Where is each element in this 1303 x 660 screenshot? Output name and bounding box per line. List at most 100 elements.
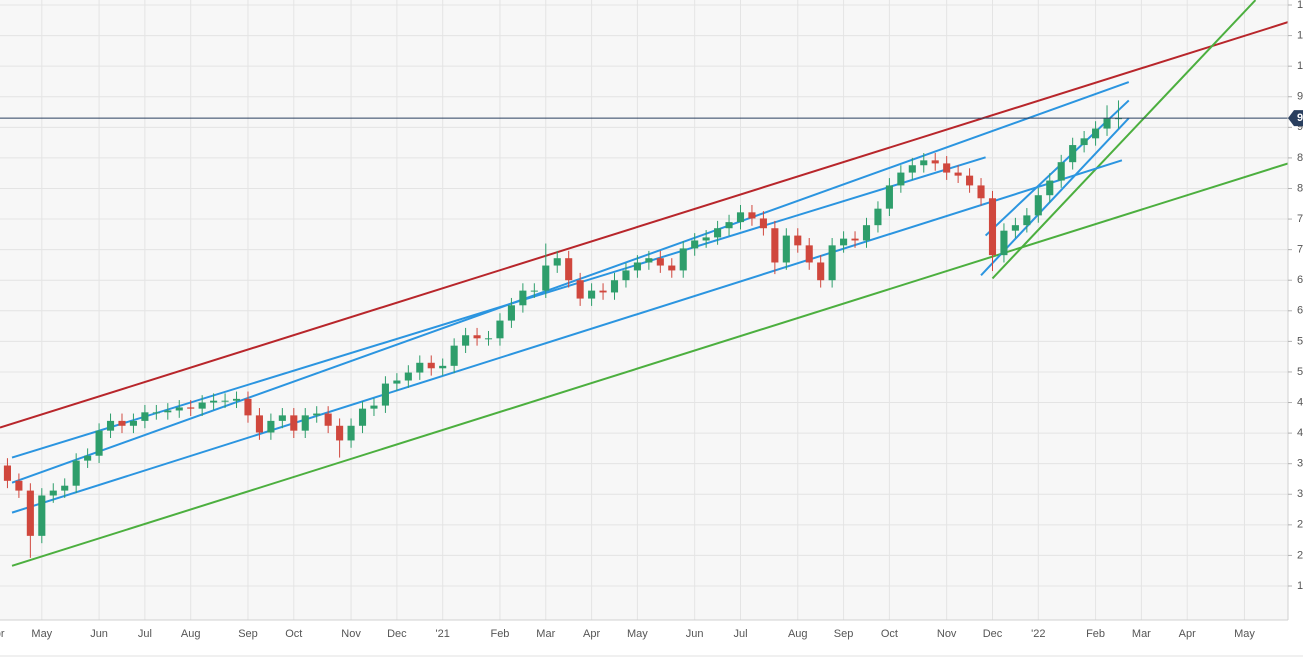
candle-body bbox=[416, 362, 424, 373]
candle-body bbox=[61, 485, 69, 491]
x-tick-label: Sep bbox=[238, 628, 258, 640]
x-tick-label: Nov bbox=[937, 628, 957, 640]
candle-body bbox=[897, 172, 905, 186]
last-price-label: 9 bbox=[1297, 112, 1303, 124]
candle-body bbox=[954, 172, 962, 176]
candle-body bbox=[370, 405, 378, 409]
candle-body bbox=[988, 198, 997, 256]
candle-body bbox=[175, 407, 183, 411]
candle-body bbox=[840, 238, 848, 246]
candle-body bbox=[404, 372, 412, 381]
candle-body bbox=[714, 228, 722, 238]
y-axis-area bbox=[1288, 0, 1303, 660]
candle-body bbox=[817, 262, 825, 281]
candle-body bbox=[851, 238, 859, 241]
candle-body bbox=[1103, 118, 1111, 129]
candle-body bbox=[622, 270, 630, 281]
candle-body bbox=[1034, 195, 1042, 216]
x-tick-label: Mar bbox=[536, 628, 555, 640]
candle-body bbox=[232, 398, 241, 401]
candle-body bbox=[645, 258, 653, 263]
candle-body bbox=[1023, 215, 1031, 226]
candle-body bbox=[267, 420, 275, 433]
y-tick-label: 3 bbox=[1297, 458, 1303, 470]
candle-body bbox=[702, 237, 710, 241]
candle-body bbox=[439, 365, 447, 369]
candle-body bbox=[565, 258, 573, 281]
x-tick-label: Jun bbox=[686, 628, 704, 640]
y-tick-label: 1 bbox=[1297, 60, 1303, 72]
candle-body bbox=[691, 240, 699, 249]
candle-body bbox=[255, 415, 263, 433]
candle-body bbox=[771, 228, 779, 263]
candle-body bbox=[507, 305, 515, 321]
candle-body bbox=[324, 413, 332, 426]
candle-body bbox=[931, 160, 939, 164]
y-tick-label: 5 bbox=[1297, 366, 1303, 378]
candle-body bbox=[553, 258, 561, 266]
candle-body bbox=[313, 413, 321, 416]
y-tick-label: 8 bbox=[1297, 152, 1303, 164]
candle-body bbox=[1069, 145, 1077, 163]
candle-body bbox=[977, 185, 985, 199]
candle-body bbox=[1092, 128, 1100, 139]
y-tick-label: 3 bbox=[1297, 488, 1303, 500]
plot bbox=[0, 0, 1288, 567]
candle-body bbox=[610, 280, 619, 293]
trend-line bbox=[11, 159, 1123, 514]
candle-body bbox=[759, 218, 767, 229]
candle-body bbox=[599, 290, 607, 293]
candle-body bbox=[244, 398, 252, 416]
x-tick-label: '22 bbox=[1031, 628, 1045, 640]
y-tick-label: 7 bbox=[1297, 244, 1303, 256]
y-tick-label: 1 bbox=[1297, 0, 1303, 11]
candle-body bbox=[358, 408, 367, 426]
y-tick-label: 6 bbox=[1297, 305, 1303, 317]
candle-body bbox=[484, 338, 493, 340]
plot-area bbox=[0, 0, 1288, 620]
candle-body bbox=[347, 425, 355, 441]
x-tick-label: Mar bbox=[1132, 628, 1151, 640]
candle-body bbox=[164, 410, 172, 413]
candle-body bbox=[794, 235, 802, 246]
x-tick-label: '21 bbox=[436, 628, 450, 640]
candle-body bbox=[496, 320, 504, 339]
candle-body bbox=[885, 185, 893, 209]
trend-line bbox=[11, 81, 1130, 484]
candle-body bbox=[1000, 230, 1008, 256]
x-tick-label: May bbox=[1234, 628, 1255, 640]
candle-body bbox=[221, 400, 229, 402]
y-tick-label: 7 bbox=[1297, 213, 1303, 225]
x-tick-label: Aug bbox=[181, 628, 201, 640]
x-tick-label: Jun bbox=[90, 628, 108, 640]
y-tick-label: 6 bbox=[1297, 274, 1303, 286]
x-tick-label: Jul bbox=[733, 628, 747, 640]
candle-body bbox=[26, 490, 34, 536]
candle-body bbox=[920, 160, 928, 166]
candle-body bbox=[152, 412, 160, 414]
candle-body bbox=[908, 165, 916, 173]
candle-body bbox=[633, 262, 641, 271]
candle-body bbox=[862, 225, 871, 241]
candle-body bbox=[290, 415, 298, 431]
x-tick-label: Oct bbox=[285, 628, 302, 640]
x-tick-label: May bbox=[31, 628, 52, 640]
candle-body bbox=[519, 290, 527, 306]
candle-body bbox=[38, 495, 46, 536]
candle-body bbox=[576, 280, 584, 299]
trend-line bbox=[11, 162, 1288, 567]
candle-body bbox=[725, 222, 733, 229]
candle-body bbox=[393, 380, 401, 384]
candle-body bbox=[943, 163, 951, 173]
y-tick-label: 1 bbox=[1297, 580, 1303, 592]
candle-body bbox=[530, 290, 538, 292]
candle-body bbox=[129, 420, 137, 426]
candle-body bbox=[656, 258, 664, 266]
x-tick-label: Jul bbox=[138, 628, 152, 640]
candle-body bbox=[336, 425, 344, 441]
y-tick-label: 4 bbox=[1297, 396, 1303, 408]
candle-body bbox=[84, 455, 92, 461]
trend-line bbox=[991, 0, 1257, 280]
y-tick-label: 1 bbox=[1297, 29, 1303, 41]
